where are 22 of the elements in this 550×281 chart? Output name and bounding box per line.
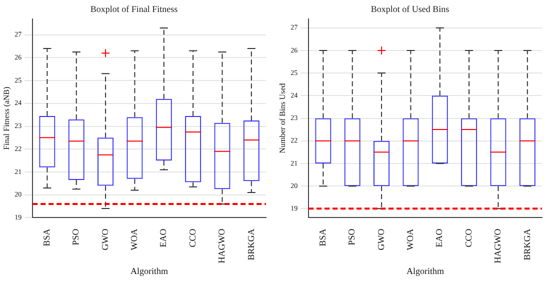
x-tick-label: EAO [434,228,444,248]
chart-title: Boxplot of Used Bins [370,4,450,14]
x-tick-label: BSA [318,228,328,246]
x-tick-label: PSO [70,228,81,246]
x-tick-label: GWO [100,228,110,250]
x-tick-label: BRKGA [246,228,256,260]
chart-title: Boxplot of Final Fitness [90,4,178,14]
x-tick-label: PSO [346,228,357,246]
x-tick-label: WOA [129,228,140,250]
x-axis-title: Algorithm [130,266,168,276]
x-tick-label: GWO [376,228,386,250]
x-tick-label: BRKGA [522,228,532,260]
x-tick-label: CCO [187,228,198,248]
x-tick-label: BSA [42,228,52,246]
y-axis-title: Number of Bins Used [278,83,287,154]
x-tick-label: HAGWO [492,228,503,264]
x-tick-label: WOA [405,228,416,250]
y-axis-title: Final Fitness (aNB) [2,86,11,150]
x-tick-label: EAO [158,228,168,248]
x-tick-label: CCO [463,228,474,248]
x-tick-label: HAGWO [216,228,227,264]
x-axis-title: Algorithm [406,266,444,276]
